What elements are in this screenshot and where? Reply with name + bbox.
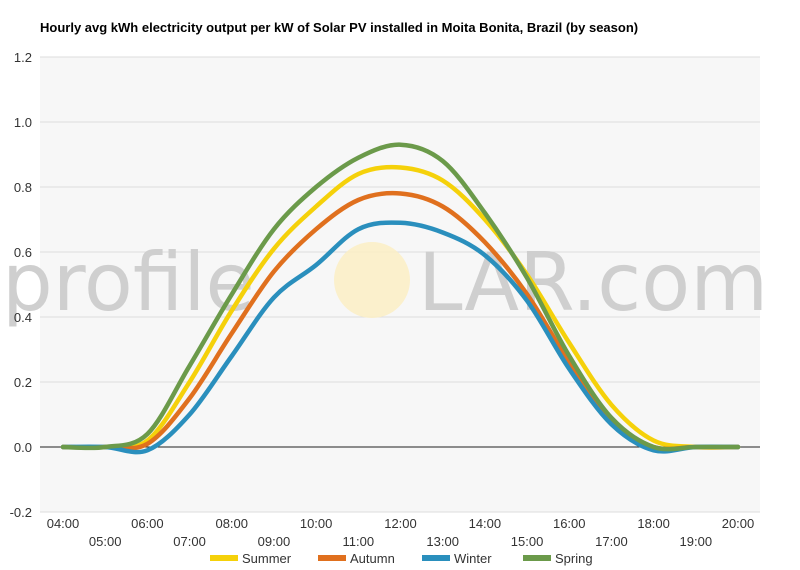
legend-label-spring: Spring	[555, 551, 593, 566]
y-tick-label: 0.6	[14, 245, 32, 260]
x-tick-label: 18:00	[637, 516, 670, 531]
legend-swatch-autumn	[318, 555, 346, 561]
x-tick-label: 09:00	[258, 534, 291, 549]
watermark-text-right: LAR.com	[418, 236, 768, 329]
x-tick-label: 20:00	[722, 516, 755, 531]
y-tick-label: 0.0	[14, 440, 32, 455]
series-line-winter	[60, 220, 741, 455]
x-tick-label: 15:00	[511, 534, 544, 549]
x-tick-label: 11:00	[343, 534, 375, 549]
y-tick-label: 0.2	[14, 375, 32, 390]
x-tick-label: 05:00	[89, 534, 122, 549]
x-tick-label: 08:00	[215, 516, 248, 531]
x-tick-label: 19:00	[680, 534, 713, 549]
chart-title: Hourly avg kWh electricity output per kW…	[40, 20, 639, 35]
legend-label-summer: Summer	[242, 551, 292, 566]
legend-label-winter: Winter	[454, 551, 492, 566]
watermark-sun-icon	[334, 242, 410, 318]
series-line-spring	[60, 142, 741, 452]
y-tick-label: 1.2	[14, 50, 32, 65]
x-tick-label: 10:00	[300, 516, 333, 531]
x-tick-label: 16:00	[553, 516, 586, 531]
x-tick-label: 04:00	[47, 516, 80, 531]
x-tick-label: 13:00	[426, 534, 459, 549]
series-line-summer	[60, 164, 741, 450]
watermark-text-left: profile	[2, 236, 255, 329]
x-tick-label: 12:00	[384, 516, 417, 531]
x-tick-label: 07:00	[173, 534, 206, 549]
x-tick-label: 17:00	[595, 534, 628, 549]
legend-swatch-summer	[210, 555, 238, 561]
y-tick-label: -0.2	[10, 505, 32, 520]
y-tick-label: 0.4	[14, 310, 32, 325]
x-tick-label: 14:00	[469, 516, 502, 531]
y-tick-label: 0.8	[14, 180, 32, 195]
x-tick-label: 06:00	[131, 516, 164, 531]
legend-label-autumn: Autumn	[350, 551, 395, 566]
y-tick-label: 1.0	[14, 115, 32, 130]
legend-swatch-winter	[422, 555, 450, 561]
legend-swatch-spring	[523, 555, 551, 561]
